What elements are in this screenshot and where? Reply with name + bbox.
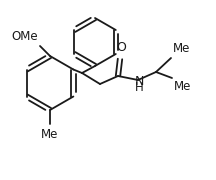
Text: Me: Me xyxy=(41,128,59,141)
Text: Me: Me xyxy=(173,42,190,55)
Text: H: H xyxy=(135,80,143,93)
Text: Me: Me xyxy=(174,80,191,93)
Text: O: O xyxy=(116,41,126,54)
Text: OMe: OMe xyxy=(11,30,38,43)
Text: N: N xyxy=(134,75,144,87)
